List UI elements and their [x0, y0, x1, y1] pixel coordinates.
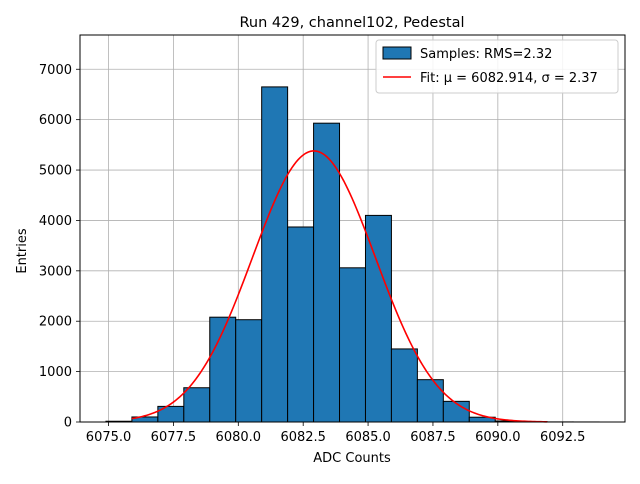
histogram-bar	[391, 349, 417, 422]
x-tick-label: 6080.0	[216, 430, 262, 445]
y-tick-label: 6000	[39, 113, 72, 128]
x-tick-label: 6082.5	[280, 430, 326, 445]
legend-histogram-label: Samples: RMS=2.32	[420, 47, 552, 62]
y-tick-label: 1000	[39, 365, 72, 380]
histogram-bar	[340, 268, 366, 422]
x-axis-label: ADC Counts	[313, 451, 391, 466]
y-tick-label: 0	[64, 416, 72, 431]
x-tick-label: 6075.0	[86, 430, 132, 445]
histogram-bar	[262, 87, 288, 422]
y-axis-ticks: 0 1000 2000 3000 4000 5000 6000 7000	[39, 63, 80, 431]
histogram-bar	[365, 215, 391, 422]
x-tick-label: 6090.0	[475, 430, 521, 445]
legend: Samples: RMS=2.32 Fit: μ = 6082.914, σ =…	[376, 40, 618, 93]
y-axis-label: Entries	[15, 228, 30, 274]
x-tick-label: 6085.0	[345, 430, 391, 445]
legend-fit-label: Fit: μ = 6082.914, σ = 2.37	[420, 71, 598, 86]
y-tick-label: 4000	[39, 214, 72, 229]
x-tick-label: 6092.5	[540, 430, 586, 445]
x-axis-ticks: 6075.0 6077.5 6080.0 6082.5 6085.0 6087.5 6090…	[86, 422, 586, 445]
y-tick-label: 5000	[39, 164, 72, 179]
legend-histogram-swatch	[383, 47, 411, 59]
y-tick-label: 7000	[39, 63, 72, 78]
x-tick-label: 6087.5	[410, 430, 456, 445]
histogram-bar	[288, 227, 314, 422]
histogram-bar	[417, 380, 443, 422]
histogram-bar	[443, 401, 469, 422]
y-tick-label: 2000	[39, 315, 72, 330]
y-tick-label: 3000	[39, 264, 72, 279]
histogram-bar	[184, 388, 210, 422]
chart-title: Run 429, channel102, Pedestal	[239, 15, 464, 31]
histogram-bar	[236, 320, 262, 422]
x-tick-label: 6077.5	[151, 430, 197, 445]
